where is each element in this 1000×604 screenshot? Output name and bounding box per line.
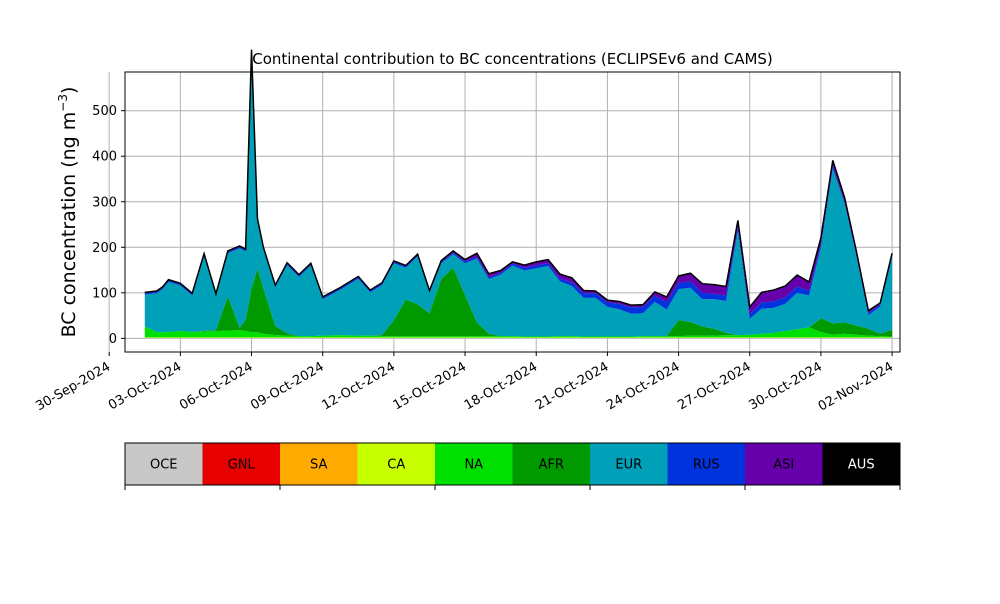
colorbar-label-na: NA — [464, 458, 483, 473]
colorbar-label-oce: OCE — [150, 458, 178, 473]
colorbar-label-ca: CA — [387, 458, 405, 473]
colorbar-label-sa: SA — [310, 458, 327, 473]
colorbar-label-asi: ASI — [773, 458, 794, 473]
y-tick-label: 500 — [92, 104, 117, 119]
y-axis-label-text: BC concentration (ng m — [58, 112, 80, 338]
colorbar-label-aus: AUS — [848, 458, 875, 473]
y-axis-label-superscript: −3 — [56, 94, 70, 112]
y-axis-label: BC concentration (ng m−3) — [56, 87, 80, 338]
y-tick-label: 300 — [92, 195, 117, 210]
y-tick-label: 0 — [109, 332, 117, 347]
y-tick-label: 400 — [92, 150, 117, 165]
y-tick-label: 100 — [92, 286, 117, 301]
colorbar-label-gnl: GNL — [228, 458, 256, 473]
colorbar-label-eur: EUR — [615, 458, 642, 473]
region-colorbar: OCE GNL SA CA NA AFR EUR RUS ASI AUS — [125, 443, 900, 490]
chart-title: Continental contribution to BC concentra… — [252, 50, 773, 68]
colorbar-label-rus: RUS — [693, 458, 720, 473]
y-tick-label: 200 — [92, 241, 117, 256]
y-axis-label-close: ) — [58, 87, 80, 94]
colorbar-label-afr: AFR — [539, 458, 564, 473]
